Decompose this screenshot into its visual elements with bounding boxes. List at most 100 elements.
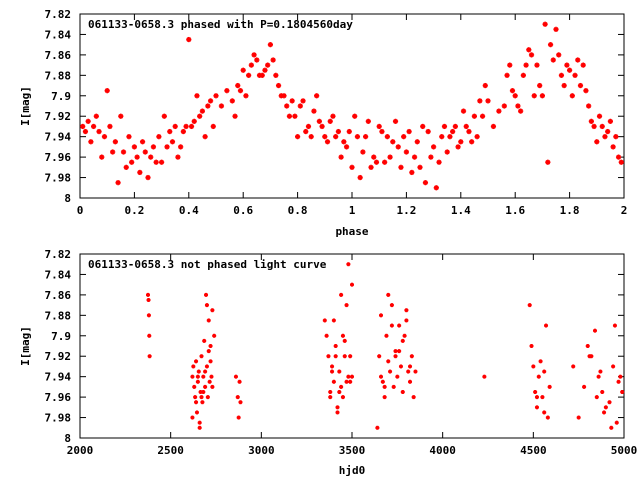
data-point: [335, 128, 341, 135]
phased-y-axis-label: I[mag]: [19, 86, 32, 126]
data-point: [504, 72, 510, 78]
data-point: [389, 323, 394, 328]
data-point: [526, 47, 532, 53]
data-point: [300, 98, 306, 104]
data-point: [485, 98, 491, 104]
data-point: [194, 359, 199, 364]
data-point: [433, 185, 439, 191]
data-point: [292, 113, 298, 119]
y-tick-label: 7.86: [45, 49, 72, 62]
data-point: [569, 93, 575, 99]
data-point: [400, 390, 405, 394]
data-point: [153, 159, 159, 165]
data-point: [207, 379, 212, 384]
data-point: [204, 364, 209, 369]
data-point: [342, 354, 347, 359]
data-point: [607, 118, 613, 124]
data-point: [534, 405, 539, 410]
data-point: [580, 62, 586, 68]
data-point: [191, 118, 197, 124]
data-point: [439, 134, 445, 140]
data-point: [403, 149, 409, 155]
data-point: [330, 113, 336, 119]
phased-x-axis-label: phase: [335, 225, 368, 238]
data-point: [289, 98, 295, 104]
data-point: [209, 374, 214, 379]
data-point: [107, 123, 113, 130]
data-point: [377, 354, 382, 359]
data-point: [213, 93, 219, 99]
data-point: [210, 308, 215, 313]
data-point: [335, 410, 340, 415]
data-point: [365, 118, 371, 124]
data-point: [585, 344, 590, 348]
data-point: [229, 98, 235, 104]
data-point: [139, 139, 146, 145]
data-point: [618, 159, 624, 165]
data-point: [542, 410, 547, 415]
data-point: [591, 123, 597, 130]
y-tick-label: 7.9: [51, 90, 71, 103]
data-point: [201, 390, 206, 394]
data-point: [531, 364, 536, 369]
data-point: [180, 128, 186, 135]
data-point: [326, 354, 331, 359]
phased-data-points: [80, 21, 624, 191]
y-tick-label: 7.82: [45, 248, 72, 261]
data-point: [96, 128, 102, 135]
data-point: [348, 354, 353, 359]
unphased-ticks: 2000 2500 3000 3500 4000 4500 5000 7.82 7.84 7.86…: [45, 248, 638, 457]
data-point: [91, 123, 97, 130]
data-point: [344, 303, 349, 308]
data-point: [327, 118, 333, 124]
data-point: [469, 139, 475, 145]
x-tick-label: 3500: [339, 444, 366, 457]
data-point: [422, 180, 429, 186]
data-point: [479, 113, 486, 119]
data-point: [346, 128, 352, 135]
y-tick-label: 7.82: [45, 8, 72, 21]
y-tick-label: 7.9: [51, 330, 71, 343]
data-point: [531, 93, 537, 99]
data-point: [335, 405, 340, 410]
data-point: [609, 425, 614, 430]
data-point: [610, 144, 616, 150]
data-point: [204, 303, 209, 308]
data-point: [411, 154, 418, 160]
data-point: [169, 139, 176, 145]
data-point: [384, 333, 389, 338]
data-point: [265, 62, 271, 68]
data-point: [417, 164, 423, 170]
data-point: [613, 134, 619, 140]
data-point: [259, 72, 265, 78]
data-point: [246, 72, 252, 78]
data-point: [482, 82, 488, 89]
data-point: [161, 113, 167, 119]
data-point: [159, 159, 165, 165]
data-point: [379, 128, 385, 135]
data-point: [131, 144, 137, 150]
data-point: [328, 395, 333, 400]
phased-chart-title: 061133-0658.3 phased with P=0.1804560day: [88, 18, 353, 31]
data-point: [395, 374, 400, 379]
data-point: [390, 139, 396, 145]
data-point: [129, 159, 135, 165]
data-point: [339, 384, 344, 389]
data-point: [199, 108, 205, 114]
data-point: [379, 374, 384, 379]
data-point: [436, 159, 442, 165]
x-tick-label: 0.6: [233, 204, 253, 217]
data-point: [614, 420, 619, 425]
data-point: [342, 338, 347, 343]
data-point: [384, 134, 390, 140]
data-point: [350, 282, 354, 287]
data-point: [550, 57, 556, 63]
data-point: [236, 415, 241, 420]
data-point: [474, 134, 480, 140]
data-point: [147, 333, 152, 338]
data-point: [556, 52, 562, 58]
data-point: [207, 98, 214, 104]
data-point: [167, 128, 173, 135]
data-point: [354, 134, 361, 140]
data-point: [218, 103, 225, 109]
